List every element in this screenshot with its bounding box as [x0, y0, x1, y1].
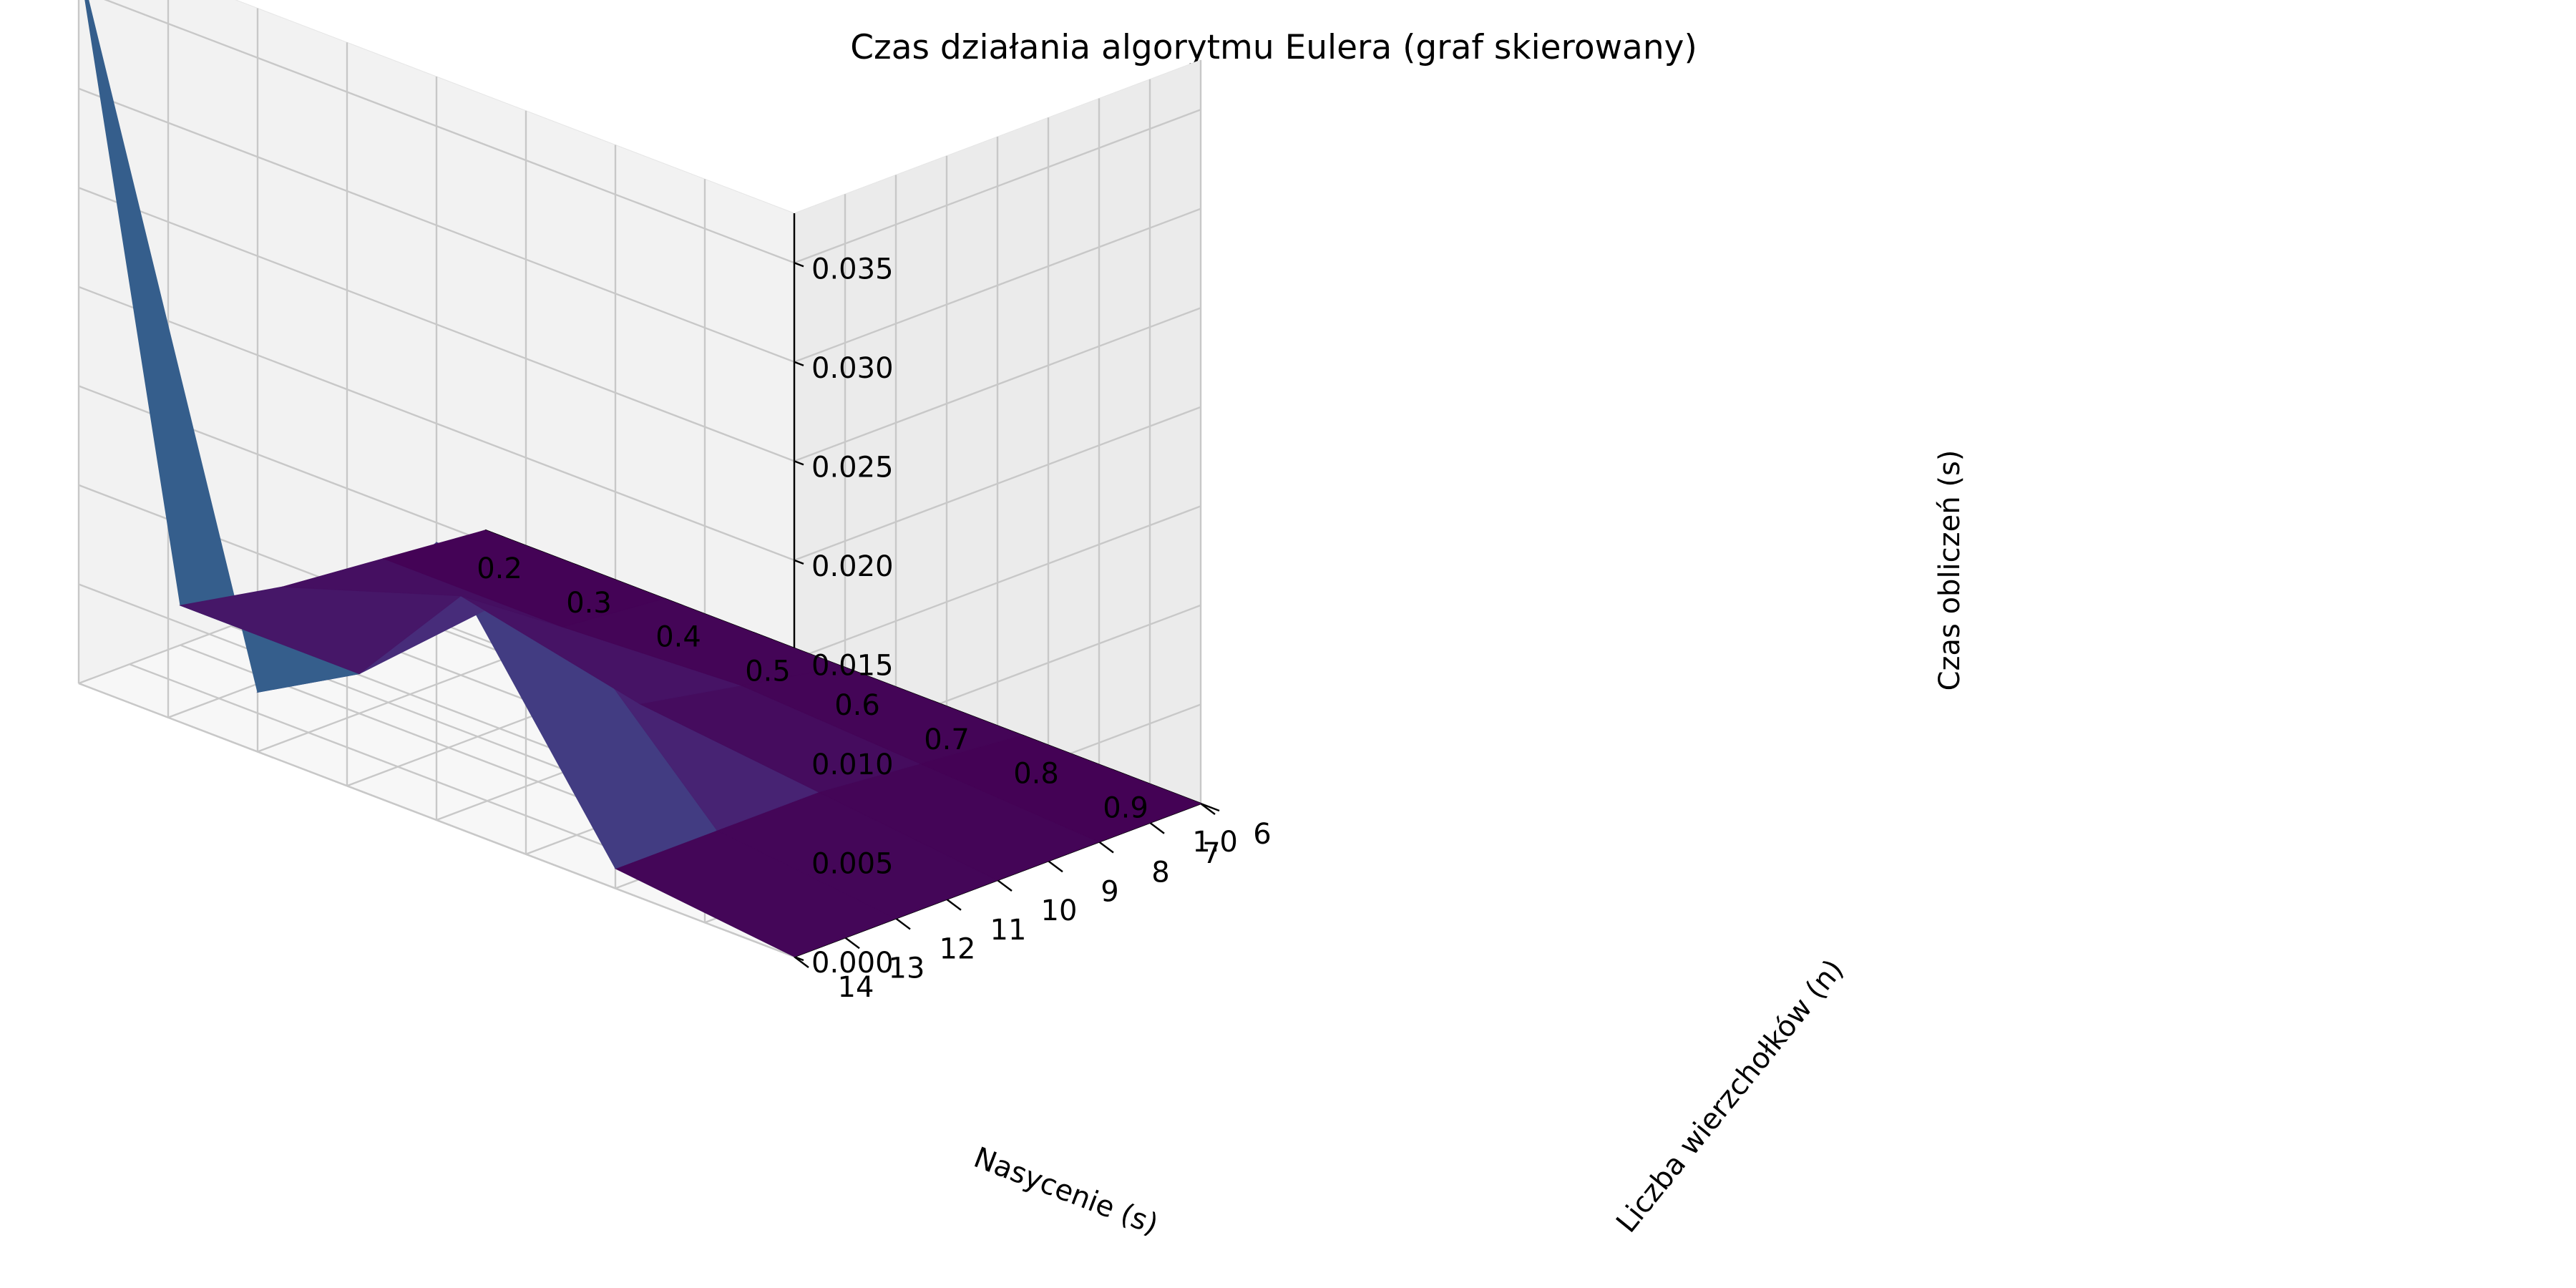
- x-tick-mark: [1200, 802, 1220, 812]
- z-gridline-back: [104, 0, 795, 264]
- y-tick-label: 12: [940, 933, 976, 966]
- x-tick-label: 0.7: [924, 723, 970, 756]
- z-tick-mark: [794, 460, 804, 466]
- z-tick-label: 0.005: [811, 848, 894, 881]
- surface-face: [382, 530, 665, 628]
- x-tick-label: 0.2: [477, 552, 522, 585]
- z-tick-mark: [794, 262, 804, 268]
- y-tick-label: 7: [1202, 837, 1220, 870]
- y-tick-mark: [1048, 860, 1063, 873]
- x-tick-label: 0.6: [834, 689, 880, 722]
- z-tick-label: 0.010: [811, 748, 894, 781]
- x-tick-label: 1.0: [1192, 826, 1238, 859]
- surface: [84, 0, 1202, 957]
- z-tick-label: 0.035: [811, 253, 894, 286]
- z-gridline-side: [794, 307, 1201, 462]
- chart-title: Czas działania algorytmu Eulera (graf sk…: [850, 28, 1697, 67]
- y-tick-mark: [1200, 803, 1216, 815]
- z-gridline-back: [78, 682, 795, 958]
- y-tick-mark: [844, 937, 860, 950]
- z-tick-label: 0.015: [811, 649, 894, 682]
- tick-labels: 0.2 0.3 0.4 0.5 0.6 0.7 0.8 0.9 1.0 67 8 9 10 11 12 13 1…: [477, 253, 1272, 1004]
- z-gridline-back: [78, 187, 795, 462]
- z-gridline-side: [794, 208, 1201, 363]
- z-tick-mark: [794, 361, 804, 366]
- z-tick-label: 0.000: [811, 947, 894, 980]
- y-tick-mark: [946, 898, 962, 911]
- z-gridline-back: [78, 87, 795, 363]
- y-tick-label: 6: [1253, 818, 1271, 851]
- x-tick-label: 0.5: [745, 655, 791, 688]
- y-tick-label: 14: [838, 971, 874, 1004]
- y-tick-label: 11: [990, 914, 1027, 947]
- y-tick-mark: [1149, 821, 1165, 834]
- z-gridline-side: [794, 109, 1201, 264]
- x-tick-label: 0.4: [655, 621, 701, 654]
- y-tick-label: 9: [1101, 875, 1118, 908]
- z-gridline-back: [78, 286, 795, 561]
- x-axis-label: Nasycenie (s): [970, 1141, 1163, 1241]
- x-tick-label: 0.9: [1103, 791, 1148, 824]
- z-axis-label: Czas obliczeń (s): [1933, 450, 1966, 691]
- y-tick-label: 13: [889, 952, 925, 985]
- y-tick-label: 8: [1151, 857, 1169, 889]
- z-tick-mark: [794, 955, 804, 962]
- y-tick-mark: [997, 879, 1013, 892]
- z-gridline-side: [794, 505, 1201, 660]
- z-tick-label: 0.020: [811, 550, 894, 583]
- z-gridline-side: [794, 406, 1201, 561]
- z-tick-mark: [794, 559, 804, 565]
- y-axis-label: Liczba wierzchołków (n): [1610, 953, 1850, 1239]
- z-tick-label: 0.025: [811, 451, 894, 484]
- z-tick-label: 0.030: [811, 352, 894, 385]
- x-tick-label: 0.8: [1013, 758, 1059, 791]
- y-tick-mark: [1098, 841, 1114, 854]
- y-tick-label: 10: [1041, 894, 1078, 927]
- y-tick-mark: [895, 917, 911, 930]
- x-tick-label: 0.3: [566, 587, 612, 620]
